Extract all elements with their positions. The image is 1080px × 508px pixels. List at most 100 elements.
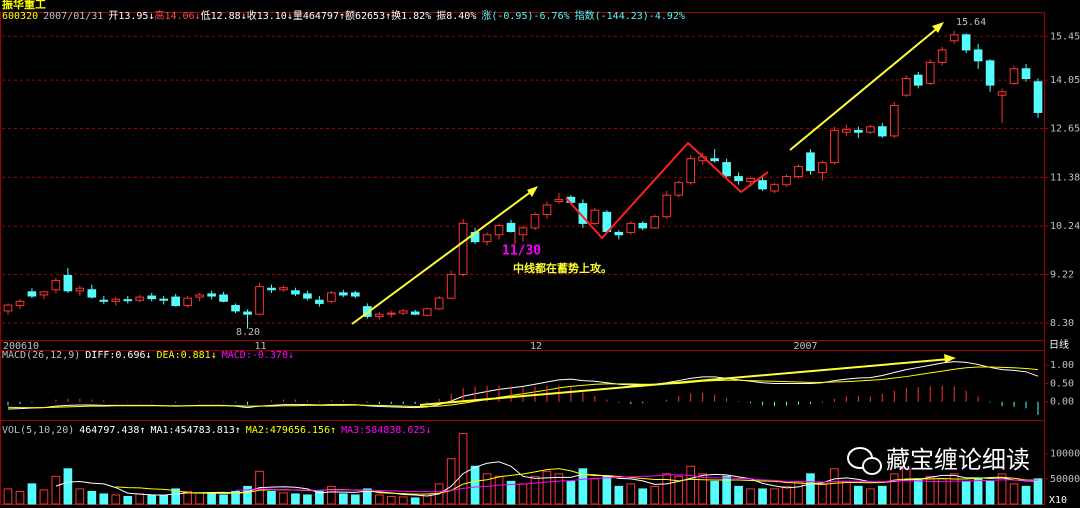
volume-bar — [937, 478, 947, 505]
indicator-line — [235, 474, 1039, 493]
volume-bar — [470, 465, 480, 505]
candle-body — [866, 126, 875, 133]
volume-bar — [698, 473, 707, 505]
volume-bar — [183, 490, 192, 505]
quote: 换1.82% — [391, 9, 431, 22]
y-tick-label: 15.45 — [1050, 31, 1080, 42]
volume-bar — [650, 485, 660, 505]
volume-bar — [207, 493, 216, 505]
x-tick-label: 11 — [255, 341, 267, 352]
candle-body — [386, 312, 396, 315]
legend-entry: DEA:0.881↓ — [157, 350, 217, 361]
arrow-head — [527, 186, 538, 197]
candle-body — [614, 231, 624, 236]
legend-entry: MACD:-0.370↓ — [222, 350, 294, 361]
volume-bar — [949, 473, 959, 505]
candle-body — [674, 182, 684, 196]
volume-bar — [614, 485, 624, 505]
macd-panel — [0, 350, 1045, 421]
candle-body — [27, 291, 37, 297]
candle-body — [542, 204, 552, 216]
volume-legend: VOL(5,10,20) 464797.438↑ MA1:454783.813↑ MA… — [2, 425, 431, 436]
volume-bar — [638, 488, 648, 505]
date-strip — [0, 340, 1045, 351]
volume-panel — [0, 420, 1045, 505]
candle-body — [303, 293, 312, 299]
volume-bar — [806, 473, 815, 505]
volume-bar — [913, 478, 923, 505]
unit-label: X10 — [1049, 495, 1067, 506]
volume-bar — [590, 478, 600, 505]
candle-body — [913, 74, 923, 86]
volume-bar — [686, 465, 696, 505]
quote: 高14.06↓ — [154, 9, 200, 22]
candle-body — [722, 162, 731, 177]
candle-body — [530, 214, 540, 229]
y-tick-label: 11.38 — [1050, 172, 1080, 183]
candle-body — [219, 294, 228, 302]
annotation-arrows — [351, 22, 956, 406]
candle-body — [746, 178, 755, 182]
volume-bar — [123, 495, 133, 505]
volume-bar — [195, 492, 204, 505]
volume-bar — [578, 468, 588, 505]
volume-bar — [446, 458, 456, 505]
y-tick-label: 1.00 — [1050, 360, 1074, 371]
candle-body — [554, 198, 564, 203]
arrow-head — [944, 354, 956, 363]
candle-body — [422, 308, 432, 316]
volume-bar — [327, 485, 336, 505]
candle-body — [1009, 68, 1019, 84]
comment-annotation: 中线都在蓄势上攻。 — [513, 261, 612, 275]
candle-body — [626, 222, 636, 233]
volume-bar — [51, 475, 61, 505]
candle-body — [410, 311, 420, 315]
candle-body — [39, 291, 49, 296]
candle-body — [207, 293, 216, 297]
x-tick-label: 10 — [27, 341, 39, 352]
volume-bar — [135, 493, 145, 505]
candle-body — [889, 104, 899, 137]
quote: 振8.40% — [436, 9, 476, 22]
candle-body — [315, 299, 324, 304]
candle-body — [87, 289, 97, 298]
volume-bar — [482, 473, 492, 505]
candle-body — [159, 298, 169, 301]
volume-bar — [111, 494, 121, 505]
volume-bar — [147, 494, 157, 505]
volume-bar — [243, 485, 252, 505]
volume-bar — [267, 490, 276, 505]
volume-bar — [87, 490, 97, 505]
volume-bar — [362, 488, 372, 505]
quote: 指数(-144.23)-4.92% — [575, 9, 685, 22]
legend-entry: MA2:479656.156↑ — [246, 425, 336, 436]
volume-bar — [458, 433, 468, 505]
candle-body — [99, 299, 109, 302]
volume-bar — [985, 480, 995, 505]
candle-body — [782, 176, 791, 186]
volume-bar — [39, 489, 49, 505]
candle-body — [961, 34, 971, 51]
candle-body — [650, 216, 660, 229]
volume-bar — [75, 488, 85, 505]
candle-body — [949, 34, 959, 42]
volume-bar — [602, 475, 612, 505]
candle-body — [255, 286, 264, 315]
volume-bar — [746, 488, 755, 505]
volume-bar — [386, 495, 396, 505]
volume-bar — [626, 483, 636, 505]
candle-body — [135, 296, 145, 301]
volume-bar — [877, 485, 887, 505]
volume-bar — [925, 475, 935, 505]
macd-legend: MACD(26,12,9) DIFF:0.696↓ DEA:0.881↓ MACD:-… — [2, 350, 294, 361]
x-tick-label: 2007 — [793, 341, 817, 352]
candle-body — [794, 166, 803, 178]
candle-body — [758, 180, 767, 190]
candle-body — [458, 222, 468, 276]
candle-body — [51, 280, 61, 291]
y-tick-label: 9.22 — [1050, 270, 1074, 281]
candle-body — [506, 222, 516, 233]
high-label: 15.64 — [956, 17, 986, 28]
volume-bar — [1009, 483, 1019, 505]
zigzag — [565, 141, 769, 240]
